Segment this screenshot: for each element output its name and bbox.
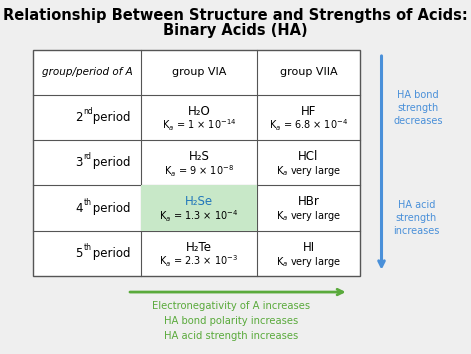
Text: HI: HI [302,241,315,253]
Text: Relationship Between Structure and Strengths of Acids:: Relationship Between Structure and Stren… [3,8,468,23]
Text: H₂Te: H₂Te [186,241,212,253]
Text: HA bond polarity increases: HA bond polarity increases [163,316,298,326]
Text: Binary Acids (HA): Binary Acids (HA) [163,23,308,38]
Text: period: period [89,202,131,215]
Text: th: th [83,198,91,207]
Text: period: period [89,111,131,124]
Text: 3: 3 [75,156,82,169]
Text: 5: 5 [75,247,82,260]
Text: K$_a$ = 2.3 × 10$^{-3}$: K$_a$ = 2.3 × 10$^{-3}$ [159,254,239,269]
Text: HCl: HCl [298,150,319,163]
Text: K$_a$ very large: K$_a$ very large [276,255,341,269]
Text: nd: nd [83,107,93,116]
Text: HF: HF [301,105,316,118]
Text: Electronegativity of A increases: Electronegativity of A increases [152,301,310,311]
Text: 2: 2 [75,111,82,124]
Text: K$_a$ very large: K$_a$ very large [276,209,341,223]
Text: K$_a$ very large: K$_a$ very large [276,164,341,178]
Text: HA acid
strength
increases: HA acid strength increases [393,200,439,236]
Text: 4: 4 [75,202,82,215]
Text: HBr: HBr [298,195,319,208]
Text: th: th [83,243,91,252]
Bar [141,185,257,231]
Text: K$_a$ = 1.3 × 10$^{-4}$: K$_a$ = 1.3 × 10$^{-4}$ [159,209,239,224]
Text: period: period [89,247,131,260]
Text: H₂Se: H₂Se [185,195,213,208]
Text: rd: rd [83,153,91,161]
Bar [33,50,360,276]
Text: group/period of A: group/period of A [42,67,132,77]
Text: group VIA: group VIA [172,67,226,77]
Text: K$_a$ = 6.8 × 10$^{-4}$: K$_a$ = 6.8 × 10$^{-4}$ [269,118,348,133]
Text: H₂O: H₂O [187,105,211,118]
Text: group VIIA: group VIIA [280,67,337,77]
Text: HA acid strength increases: HA acid strength increases [163,331,298,341]
Text: period: period [89,156,131,169]
Text: HA bond
strength
decreases: HA bond strength decreases [393,90,443,126]
Text: K$_a$ = 1 × 10$^{-14}$: K$_a$ = 1 × 10$^{-14}$ [162,118,236,133]
Text: H₂S: H₂S [188,150,210,163]
Text: K$_a$ = 9 × 10$^{-8}$: K$_a$ = 9 × 10$^{-8}$ [164,163,234,179]
